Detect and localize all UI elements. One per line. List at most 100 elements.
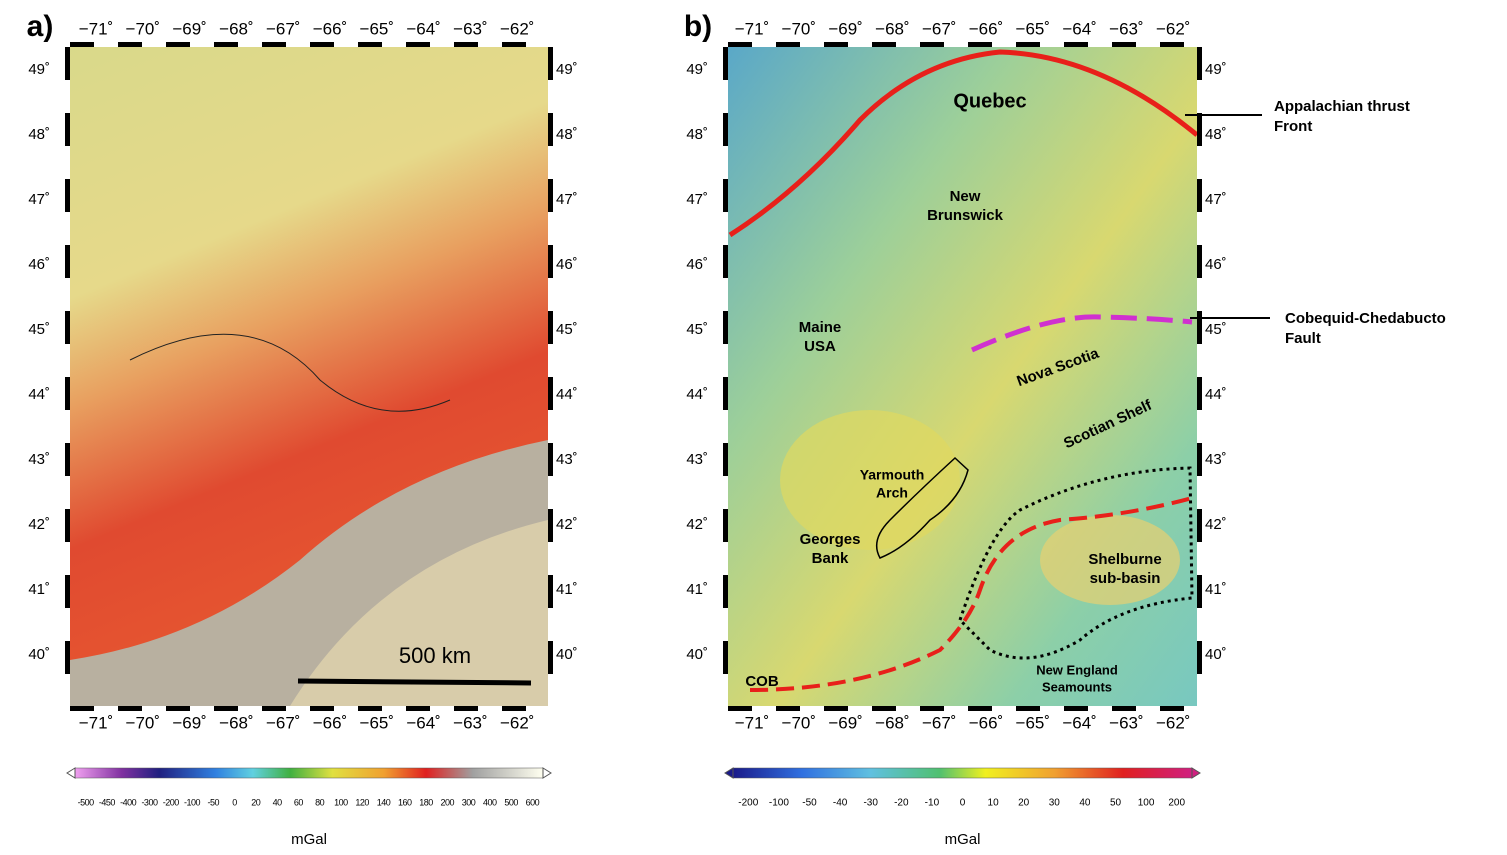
frame-segment bbox=[1160, 42, 1184, 47]
lon-tick-label: −62˚ bbox=[1156, 713, 1191, 732]
colorbar bbox=[75, 768, 543, 778]
frame-segment bbox=[968, 42, 992, 47]
frame-segment bbox=[70, 42, 94, 47]
lat-tick-label: 42˚ bbox=[28, 516, 50, 533]
colorbar-unit: mGal bbox=[291, 831, 327, 848]
frame-segment bbox=[1197, 311, 1202, 344]
lon-tick-label: −67˚ bbox=[922, 19, 957, 38]
lon-tick-label: −71˚ bbox=[79, 19, 114, 38]
colorbar-end bbox=[67, 768, 75, 778]
frame-segment bbox=[1197, 377, 1202, 410]
frame-segment bbox=[548, 245, 553, 278]
lat-tick-label: 41˚ bbox=[686, 581, 708, 598]
frame-segment bbox=[454, 42, 478, 47]
lon-tick-label: −66˚ bbox=[969, 713, 1004, 732]
frame-segment bbox=[1197, 575, 1202, 608]
lon-tick-label: −70˚ bbox=[126, 19, 161, 38]
lat-tick-label: 47˚ bbox=[556, 191, 578, 208]
frame-segment bbox=[728, 706, 752, 711]
frame-segment bbox=[1197, 443, 1202, 476]
lon-tick-label: −71˚ bbox=[735, 713, 770, 732]
lon-tick-label: −66˚ bbox=[313, 19, 348, 38]
map-annotation: Arch bbox=[876, 485, 908, 501]
lat-tick-label: 43˚ bbox=[556, 451, 578, 468]
colorbar-tick-label: 60 bbox=[294, 797, 304, 807]
colorbar-tick-label: -40 bbox=[833, 798, 848, 809]
frame-segment bbox=[548, 575, 553, 608]
lon-tick-label: −67˚ bbox=[266, 19, 301, 38]
lon-tick-label: −70˚ bbox=[126, 713, 161, 732]
lon-tick-label: −71˚ bbox=[735, 19, 770, 38]
lat-tick-label: 45˚ bbox=[1205, 321, 1227, 338]
lat-tick-label: 47˚ bbox=[686, 191, 708, 208]
callout-label: Appalachian thrust bbox=[1274, 98, 1410, 115]
callout-label: Fault bbox=[1285, 330, 1321, 347]
lon-tick-label: −63˚ bbox=[453, 19, 488, 38]
lon-tick-label: −66˚ bbox=[313, 713, 348, 732]
colorbar-tick-label: 100 bbox=[334, 797, 348, 807]
lon-tick-label: −68˚ bbox=[219, 713, 254, 732]
lat-tick-label: 46˚ bbox=[1205, 256, 1227, 273]
lat-tick-label: 48˚ bbox=[1205, 126, 1227, 143]
lat-tick-label: 42˚ bbox=[1205, 516, 1227, 533]
colorbar-tick-label: 600 bbox=[526, 797, 540, 807]
lon-tick-label: −70˚ bbox=[782, 713, 817, 732]
frame-segment bbox=[548, 443, 553, 476]
lat-tick-label: 40˚ bbox=[686, 646, 708, 663]
lat-tick-label: 43˚ bbox=[1205, 451, 1227, 468]
frame-segment bbox=[824, 42, 848, 47]
frame-segment bbox=[1197, 47, 1202, 80]
callout-label: Front bbox=[1274, 118, 1312, 135]
lat-tick-label: 42˚ bbox=[556, 516, 578, 533]
lon-tick-label: −62˚ bbox=[500, 713, 535, 732]
lon-tick-label: −64˚ bbox=[406, 713, 441, 732]
map-annotation: Bank bbox=[812, 550, 849, 567]
lat-tick-label: 49˚ bbox=[28, 61, 50, 78]
colorbar-tick-label: -500 bbox=[78, 797, 95, 807]
lon-tick-label: −71˚ bbox=[79, 713, 114, 732]
frame-segment bbox=[166, 706, 190, 711]
frame-segment bbox=[723, 443, 728, 476]
colorbar-tick-label: -50 bbox=[208, 797, 220, 807]
map-annotation: sub-basin bbox=[1090, 570, 1161, 587]
frame-segment bbox=[548, 509, 553, 542]
lon-tick-label: −69˚ bbox=[828, 713, 863, 732]
colorbar-tick-label: 20 bbox=[251, 797, 261, 807]
frame-segment bbox=[1016, 706, 1040, 711]
colorbar-tick-label: 30 bbox=[1049, 798, 1061, 809]
colorbar bbox=[733, 768, 1192, 778]
frame-segment bbox=[723, 509, 728, 542]
frame-segment bbox=[406, 42, 430, 47]
colorbar-tick-label: 0 bbox=[232, 797, 237, 807]
frame-segment bbox=[548, 311, 553, 344]
lon-tick-label: −67˚ bbox=[266, 713, 301, 732]
frame-segment bbox=[548, 179, 553, 212]
lat-tick-label: 42˚ bbox=[686, 516, 708, 533]
lat-tick-label: 44˚ bbox=[1205, 386, 1227, 403]
colorbar-tick-label: -450 bbox=[99, 797, 116, 807]
frame-segment bbox=[872, 42, 896, 47]
frame-segment bbox=[65, 641, 70, 674]
colorbar-tick-label: -20 bbox=[894, 798, 909, 809]
lon-tick-label: −65˚ bbox=[360, 19, 395, 38]
frame-segment bbox=[1112, 42, 1136, 47]
lon-tick-label: −70˚ bbox=[782, 19, 817, 38]
frame-segment bbox=[1197, 113, 1202, 146]
frame-segment bbox=[920, 42, 944, 47]
lon-tick-label: −64˚ bbox=[406, 19, 441, 38]
frame-segment bbox=[548, 113, 553, 146]
frame-segment bbox=[728, 42, 752, 47]
lon-tick-label: −67˚ bbox=[922, 713, 957, 732]
map-annotation: Shelburne bbox=[1088, 551, 1161, 568]
frame-segment bbox=[262, 42, 286, 47]
frame-segment bbox=[1197, 179, 1202, 212]
lat-tick-label: 45˚ bbox=[556, 321, 578, 338]
colorbar-tick-label: -50 bbox=[802, 798, 817, 809]
colorbar-tick-label: 40 bbox=[273, 797, 283, 807]
map-annotation: New England bbox=[1036, 662, 1118, 677]
lat-tick-label: 46˚ bbox=[28, 256, 50, 273]
colorbar-tick-label: -300 bbox=[141, 797, 158, 807]
colorbar-tick-label: 10 bbox=[988, 798, 1000, 809]
colorbar-tick-label: -400 bbox=[120, 797, 137, 807]
lat-tick-label: 45˚ bbox=[28, 321, 50, 338]
